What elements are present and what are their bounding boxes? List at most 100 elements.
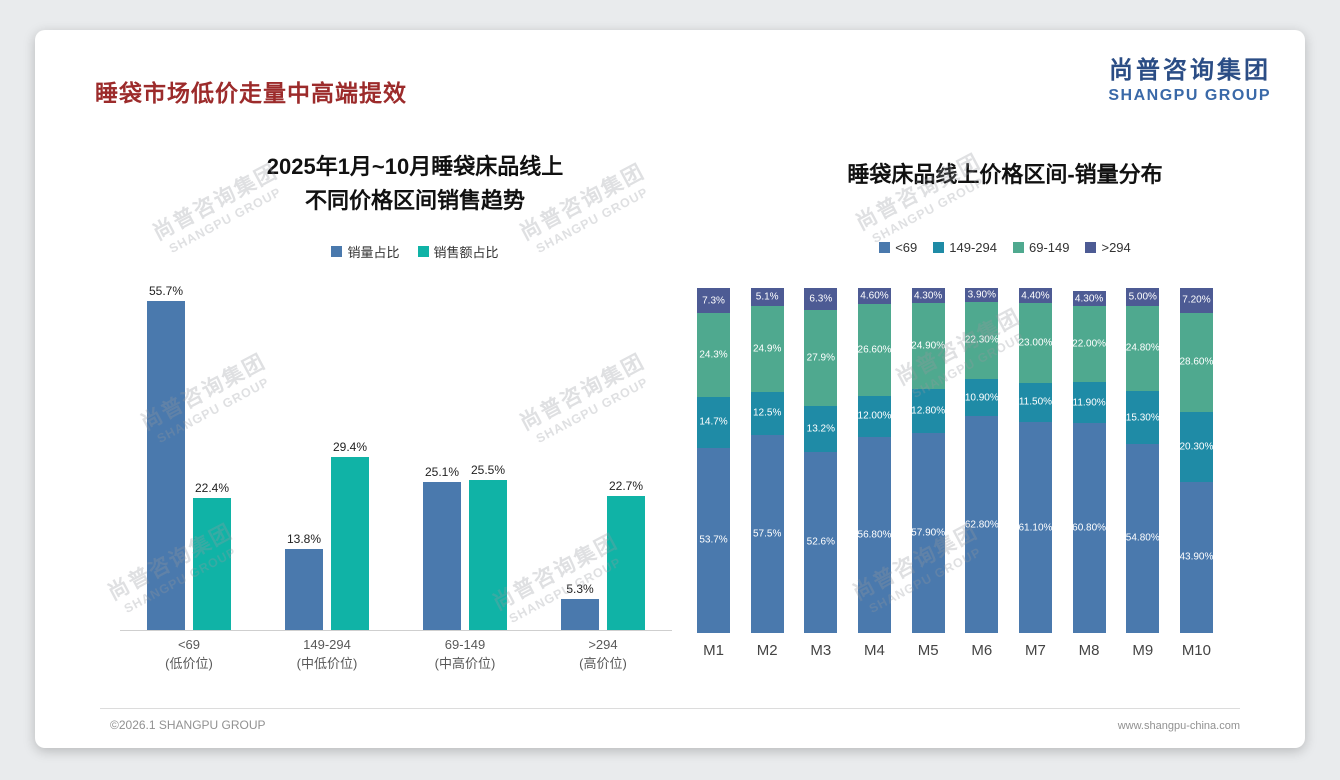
category-label: 69-149 (中高价位) xyxy=(405,636,525,674)
company-logo: 尚普咨询集团 SHANGPU GROUP xyxy=(1108,56,1271,106)
bar-segment: 24.80% xyxy=(1126,305,1160,392)
logo-text-en: SHANGPU GROUP xyxy=(1108,87,1271,104)
stack-bar: 4.60% 26.60% 12.00% 56.80% xyxy=(858,288,891,633)
stack-bar: 6.3% 27.9% 13.2% 52.6% xyxy=(804,288,838,633)
bar: 13.8% xyxy=(285,532,323,630)
legend-label: 149-294 xyxy=(949,240,997,255)
segment-value-label: 27.9% xyxy=(806,352,835,364)
legend-label: 69-149 xyxy=(1029,240,1070,255)
stack-bar: 5.1% 24.9% 12.5% 57.5% xyxy=(750,288,784,633)
month-label: M7 xyxy=(1025,642,1046,659)
segment-value-label: 43.90% xyxy=(1179,551,1214,563)
bar: 25.5% xyxy=(469,463,507,630)
segment-value-label: 20.30% xyxy=(1179,441,1214,453)
bar-value-label: 25.5% xyxy=(470,462,506,477)
segment-value-label: 4.30% xyxy=(913,290,943,302)
segment-value-label: 62.80% xyxy=(964,519,999,531)
category-label: >294 (高价位) xyxy=(543,636,663,674)
bar-segment: 20.30% xyxy=(1179,411,1214,482)
bar-segment: 26.60% xyxy=(857,303,892,396)
left-chart-title-line2: 不同价格区间销售趋势 xyxy=(304,188,525,214)
bar-segment: 5.00% xyxy=(1126,288,1160,306)
month-label: M5 xyxy=(917,642,939,659)
segment-value-label: 3.90% xyxy=(967,289,996,301)
segment-value-label: 22.00% xyxy=(1072,338,1107,350)
bar-value-label: 13.8% xyxy=(286,531,322,546)
stack-bar: 7.20% 28.60% 20.30% 43.90% xyxy=(1179,288,1214,633)
bar-segment: 60.80% xyxy=(1072,423,1107,633)
segment-value-label: 12.00% xyxy=(857,410,892,422)
bar-value-label: 55.7% xyxy=(148,284,184,299)
segment-value-label: 4.40% xyxy=(1021,290,1050,302)
segment-value-label: 5.00% xyxy=(1128,291,1157,303)
category-tier: (高价位) xyxy=(579,655,627,671)
legend-label: <69 xyxy=(895,240,918,255)
legend-swatch xyxy=(1013,242,1024,253)
bar: 22.7% xyxy=(607,479,645,630)
footer-website: www.shangpu-china.com xyxy=(1117,720,1240,732)
bar: 55.7% xyxy=(147,284,185,630)
stack-bar: 7.3% 24.3% 14.7% 53.7% xyxy=(697,288,730,633)
bar-value-label: 22.7% xyxy=(608,479,644,494)
bar-segment: 24.9% xyxy=(750,305,784,392)
bar-value-label: 29.4% xyxy=(332,439,368,454)
bar-segment: 22.00% xyxy=(1072,306,1107,383)
bar-segment: 28.60% xyxy=(1179,312,1213,412)
legend-item: 销量占比 xyxy=(331,242,400,261)
month-label: M3 xyxy=(810,642,832,659)
footer-divider xyxy=(100,708,1240,709)
left-chart-category-axis: <69 (低价位) 149-294 (中低价位) 69-149 (中高价位) >294 (高价… xyxy=(120,636,672,674)
bar-segment: 14.7% xyxy=(697,397,730,448)
stacked-bar-chart: 7.3% 24.3% 14.7% 53.7% 5.1% 24.9% 12.5% 57.5% 6.… xyxy=(697,288,1213,633)
left-chart-title: 2025年1月~10月睡袋床品线上 不同价格区间销售趋势 xyxy=(145,150,685,218)
legend-item: 149-294 xyxy=(933,240,997,255)
bar-segment: 43.90% xyxy=(1179,481,1214,633)
bar-segment: 53.7% xyxy=(697,447,730,633)
left-chart-title-line1: 2025年1月~10月睡袋床品线上 xyxy=(266,154,564,179)
month-label: M10 xyxy=(1181,642,1211,659)
bar-segment: 23.00% xyxy=(1018,303,1052,383)
category-label: <69 (低价位) xyxy=(129,636,249,674)
category-tier: (中高价位) xyxy=(434,655,496,671)
segment-value-label: 7.3% xyxy=(702,295,725,307)
legend-swatch xyxy=(331,246,343,257)
legend-item: 69-149 xyxy=(1013,240,1069,255)
legend-swatch xyxy=(1085,242,1097,253)
bar-segment: 3.90% xyxy=(965,288,999,302)
segment-value-label: 57.5% xyxy=(752,528,782,540)
stack-bar: 5.00% 24.80% 15.30% 54.80% xyxy=(1126,288,1160,633)
category-tier: (中低价位) xyxy=(296,655,358,671)
segment-value-label: 14.7% xyxy=(699,416,728,428)
month-label: M9 xyxy=(1132,642,1154,659)
bar-segment: 22.30% xyxy=(965,301,999,379)
segment-value-label: 12.5% xyxy=(752,407,782,419)
category-tier: (低价位) xyxy=(165,655,213,671)
bar: 25.1% xyxy=(423,465,461,630)
bar-value-label: 5.3% xyxy=(566,581,594,596)
segment-value-label: 60.80% xyxy=(1072,522,1107,534)
bar-segment: 4.30% xyxy=(911,288,945,304)
stack-bar: 4.40% 23.00% 11.50% 61.10% xyxy=(1018,288,1053,633)
month-label: M4 xyxy=(864,642,885,659)
segment-value-label: 7.20% xyxy=(1182,294,1211,306)
bar-group: 13.8% 29.4% xyxy=(285,440,369,630)
segment-value-label: 13.2% xyxy=(806,423,835,435)
segment-value-label: 26.60% xyxy=(857,344,892,356)
category-range: 69-149 xyxy=(444,637,486,652)
bar-segment: 57.5% xyxy=(750,434,784,633)
segment-value-label: 57.90% xyxy=(911,527,946,539)
month-label: M1 xyxy=(703,642,724,659)
logo-text-cn: 尚普咨询集团 xyxy=(1109,57,1271,84)
legend-label: 销量占比 xyxy=(347,245,400,260)
bar-segment: 12.00% xyxy=(857,395,892,438)
right-chart-title: 睡袋床品线上价格区间-销量分布 xyxy=(847,162,1163,187)
segment-value-label: 24.9% xyxy=(752,343,782,355)
right-chart-legend: <69 149-294 69-149 >294 xyxy=(735,240,1275,255)
legend-item: 销售额占比 xyxy=(417,242,499,261)
segment-value-label: 53.7% xyxy=(699,534,728,546)
segment-value-label: 56.80% xyxy=(857,529,892,541)
bar-segment: 11.90% xyxy=(1073,382,1106,424)
bar-segment: 54.80% xyxy=(1126,443,1160,633)
segment-value-label: 11.50% xyxy=(1018,396,1053,408)
bar: 5.3% xyxy=(561,582,599,630)
